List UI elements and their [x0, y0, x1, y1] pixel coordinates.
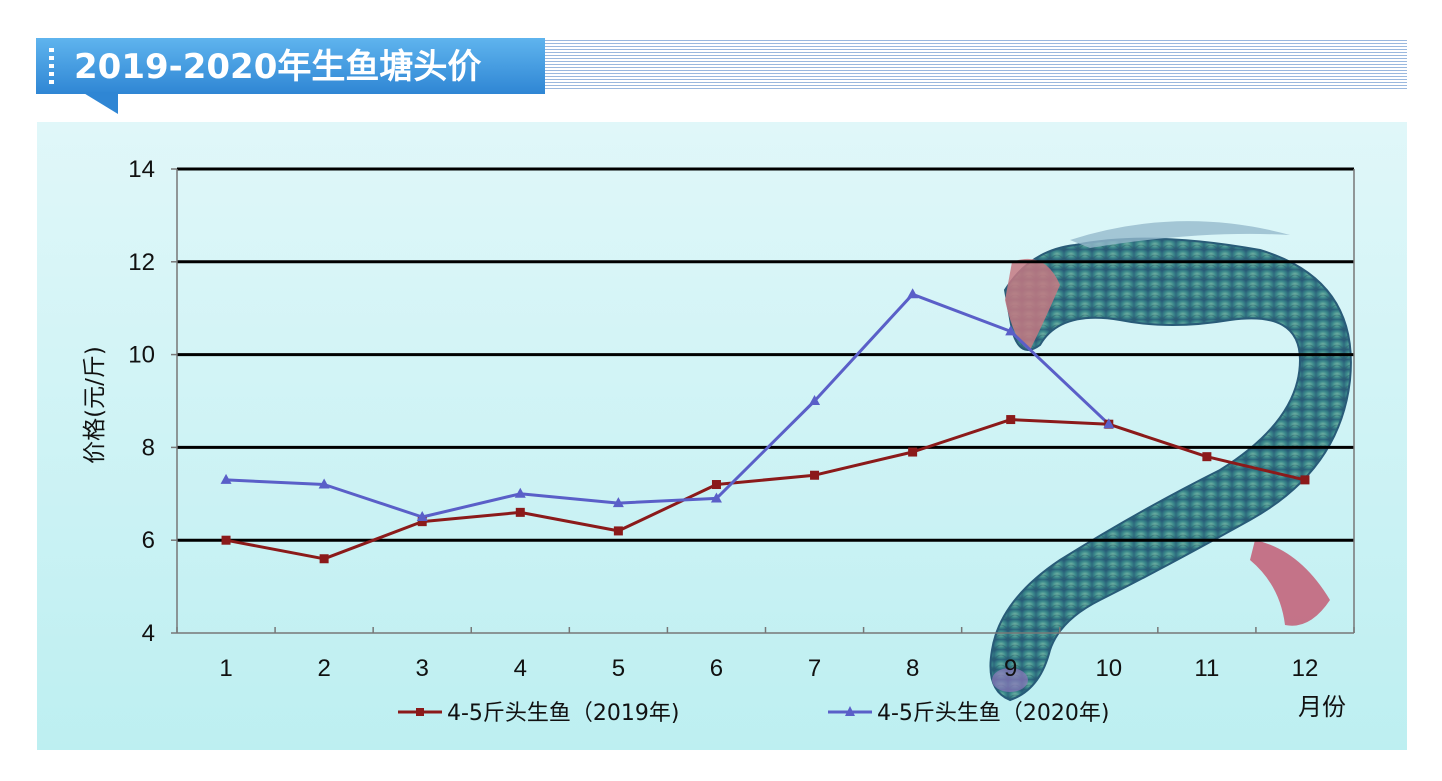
y-tick-label: 10: [128, 342, 155, 369]
legend-marker-2019: [416, 708, 424, 716]
title-banner-tail: [82, 92, 118, 114]
x-tick-label: 8: [906, 655, 919, 682]
legend-label-2020: 4-5斤头生鱼（2020年): [877, 701, 1110, 726]
x-tick-label: 9: [1004, 655, 1017, 682]
x-tick-label: 7: [808, 655, 821, 682]
title-dots-icon: [49, 48, 54, 84]
data-point-square: [221, 535, 231, 545]
y-tick-label: 8: [142, 434, 155, 461]
data-point-square: [711, 480, 721, 490]
data-point-triangle: [1005, 325, 1017, 336]
legend: 4-5斤头生鱼（2019年) 4-5斤头生鱼（2020年): [398, 701, 1110, 726]
data-point-square: [908, 447, 918, 457]
series-line-0: [225, 418, 1306, 561]
x-tick-label: 3: [416, 655, 429, 682]
x-axis-unit-label: 月份: [1298, 693, 1346, 721]
x-tick-label: 12: [1292, 655, 1319, 682]
y-tick-label: 4: [142, 620, 155, 647]
x-tick-label: 2: [317, 655, 330, 682]
legend-label-2019: 4-5斤头生鱼（2019年): [447, 701, 680, 726]
data-point-triangle: [416, 511, 428, 521]
x-tick-label: 11: [1194, 655, 1219, 682]
data-point-triangle: [809, 395, 821, 405]
x-tick-label: 1: [219, 655, 232, 682]
data-point-square: [319, 554, 329, 564]
y-axis-label: 价格(元/斤): [82, 346, 108, 464]
fish-decoration-icon: [989, 221, 1352, 702]
data-point-square: [515, 507, 525, 517]
data-point-square: [417, 517, 427, 527]
data-point-square: [810, 470, 820, 480]
x-tick-label: 5: [612, 655, 625, 682]
series-line-1: [225, 292, 1110, 519]
chart-title: 2019-2020年生鱼塘头价: [74, 47, 482, 87]
legend-marker-2020: [845, 706, 855, 716]
x-tick-label: 4: [514, 655, 527, 682]
data-point-square: [1006, 415, 1016, 425]
data-point-triangle: [318, 478, 330, 489]
data-point-square: [1202, 452, 1212, 462]
data-point-square: [1300, 475, 1310, 485]
y-tick-label: 6: [142, 527, 155, 554]
data-point-triangle: [612, 497, 624, 508]
data-point-triangle: [1103, 418, 1115, 429]
data-point-triangle: [220, 473, 232, 484]
title-banner: [36, 38, 545, 94]
x-tick-label: 10: [1095, 655, 1122, 682]
data-point-triangle: [514, 487, 526, 498]
x-tick-label: 6: [710, 655, 723, 682]
data-point-triangle: [907, 288, 919, 299]
header-decorative-lines: [545, 40, 1407, 90]
y-tick-label: 12: [128, 249, 155, 276]
data-point-triangle: [710, 492, 722, 503]
data-point-square: [613, 526, 623, 536]
y-tick-label: 14: [128, 156, 155, 183]
